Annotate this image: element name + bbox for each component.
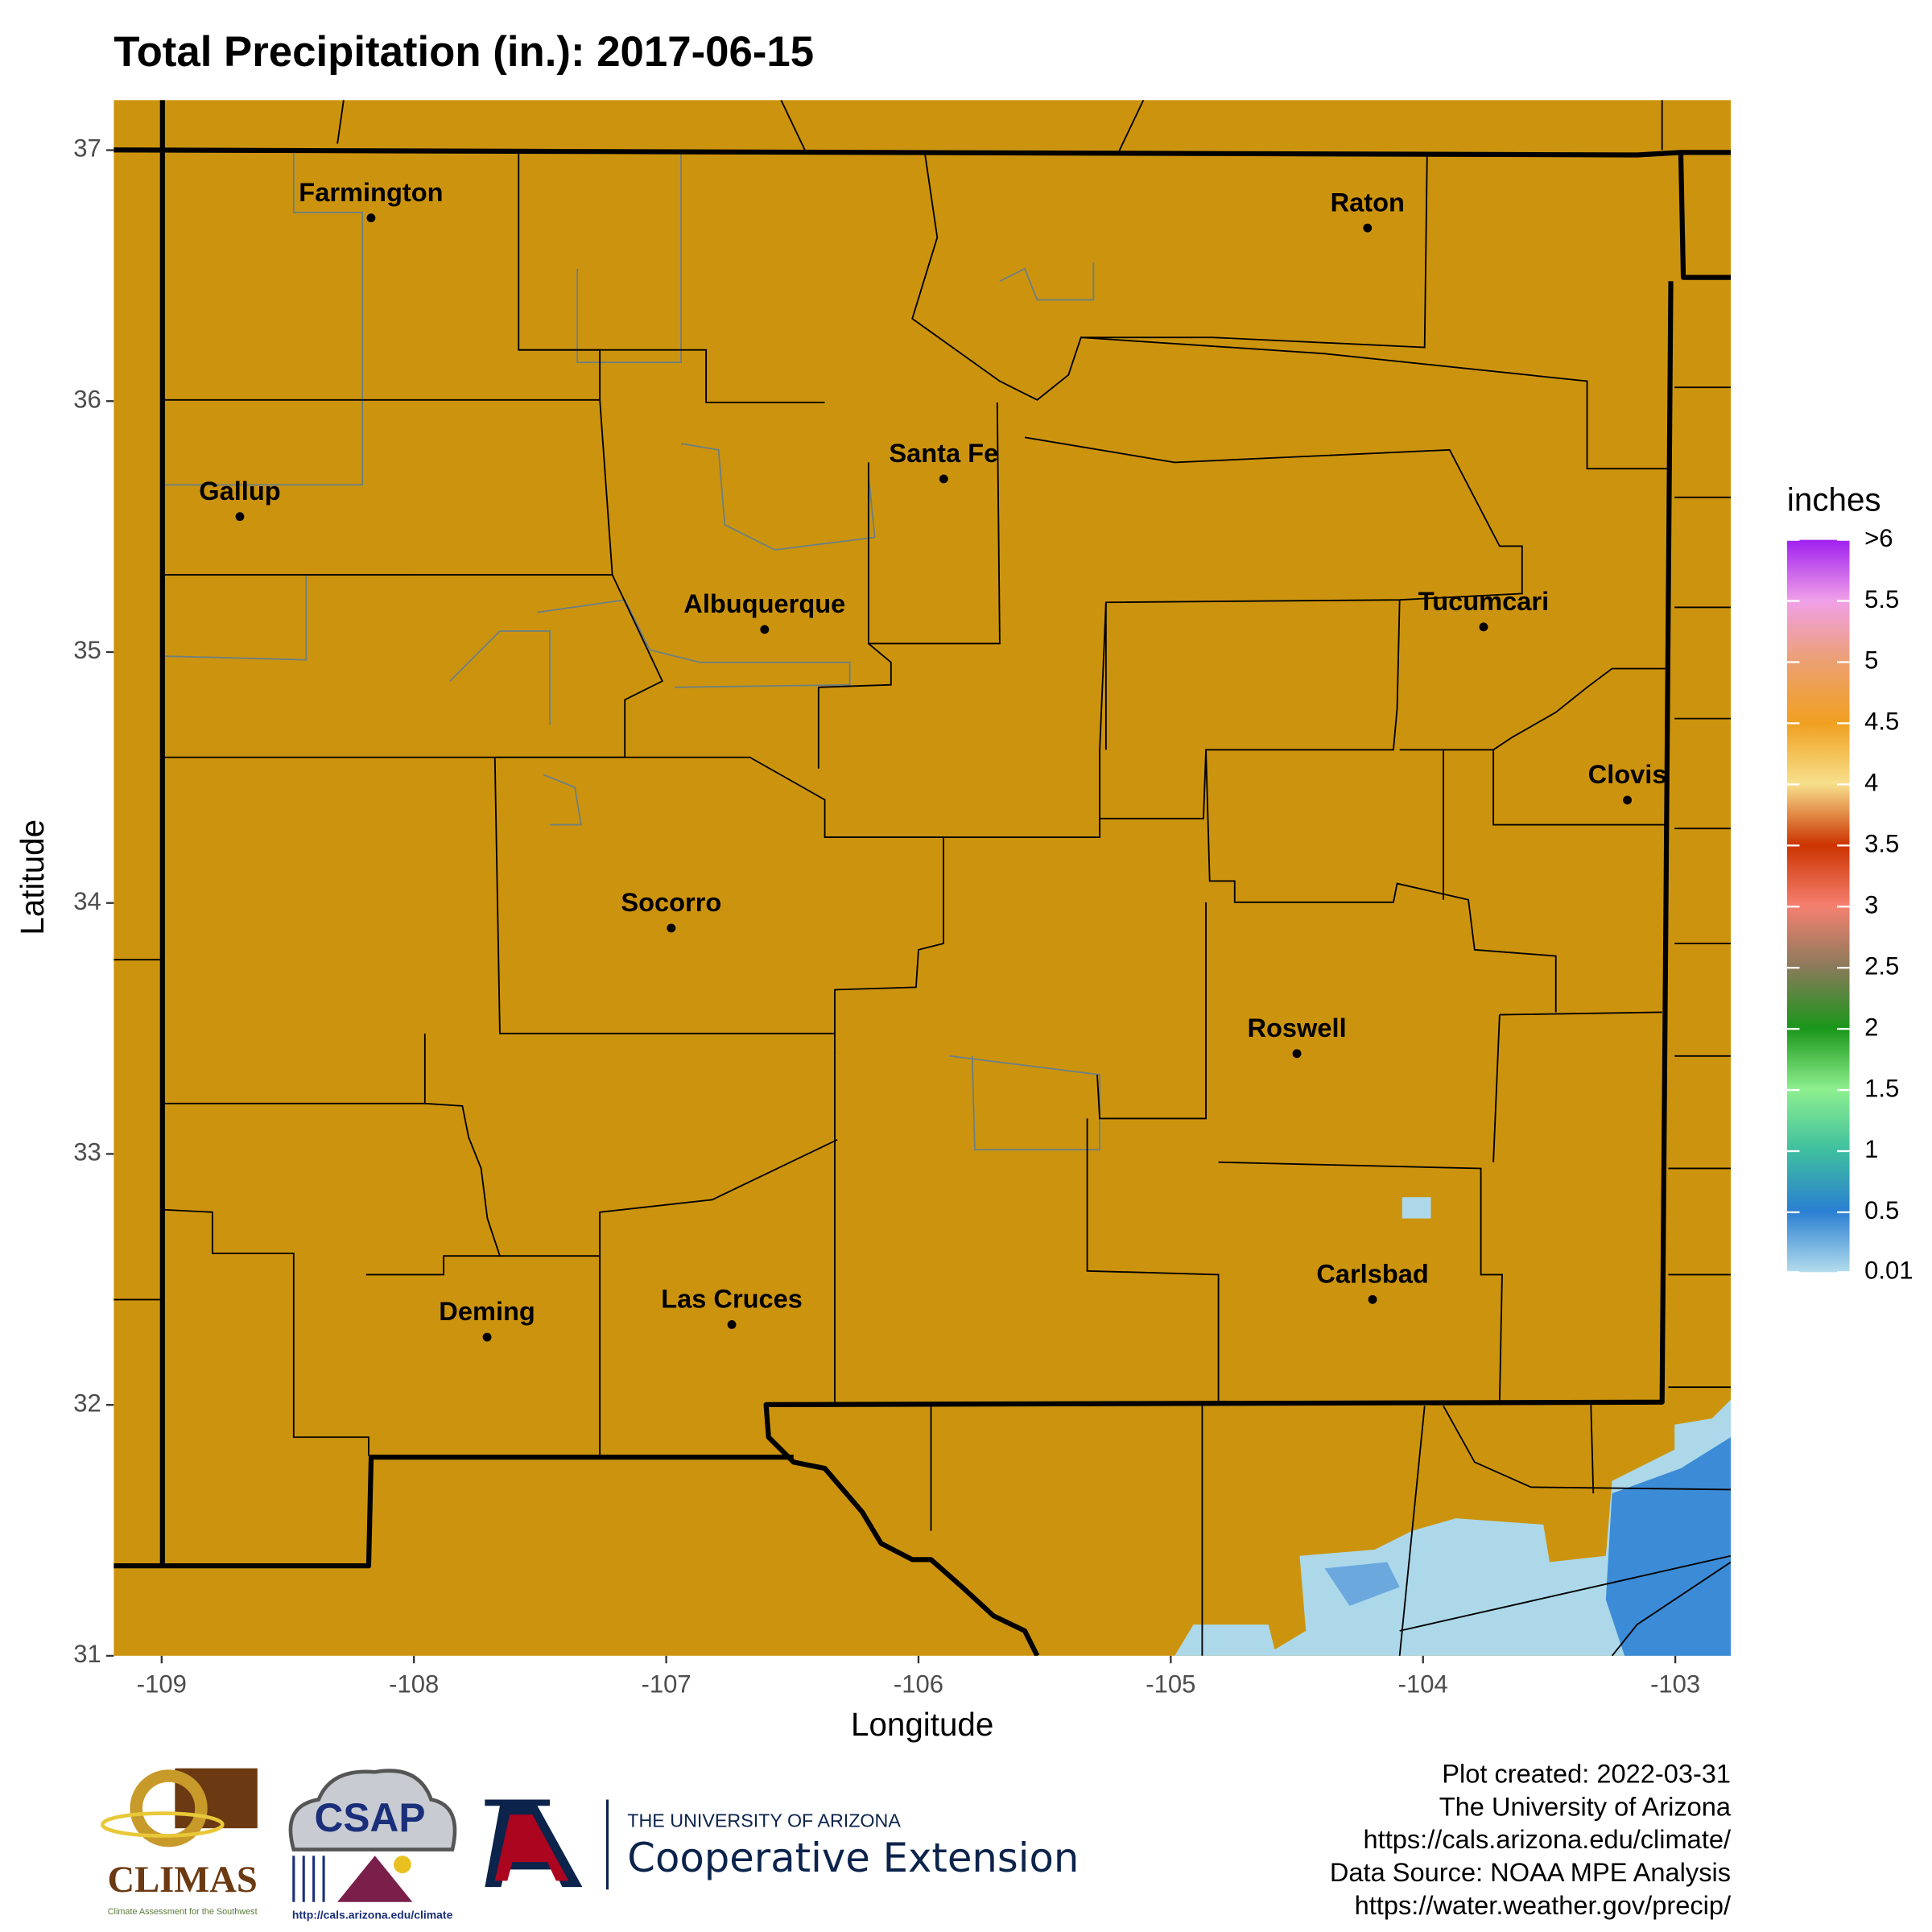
legend-label: 5	[1864, 646, 1878, 675]
y-tick-label: 37	[73, 134, 101, 163]
city-marker	[1623, 795, 1633, 805]
legend-label: 4.5	[1864, 708, 1899, 736]
cities: Farmington Raton Gallup Santa Fe Albuquerque…	[199, 177, 1666, 1342]
city-label: Deming	[439, 1296, 535, 1326]
legend-label: 3.5	[1864, 830, 1899, 858]
ua-name: THE UNIVERSITY OF ARIZONA	[627, 1810, 901, 1831]
legend-label: 1	[1864, 1135, 1878, 1163]
map: Farmington Raton Gallup Santa Fe Albuquerque…	[114, 100, 1732, 1656]
y-tick-label: 36	[73, 385, 101, 413]
city-label: Tucumcari	[1418, 586, 1549, 616]
city-marker	[1363, 223, 1373, 233]
state-borders	[114, 100, 1732, 1656]
x-tick-label: -106	[894, 1670, 943, 1698]
legend: 0.01 0.5 1 1.5 2 2.5 3 3.5 4 4.5 5 5.5 >6	[1786, 524, 1913, 1285]
y-axis-title: Latitude	[14, 819, 51, 935]
credit-line: The University of Arizona	[1439, 1791, 1732, 1821]
city-marker	[1368, 1294, 1377, 1304]
credit-line: Data Source: NOAA MPE Analysis	[1330, 1857, 1731, 1887]
y-tick-label: 32	[73, 1389, 101, 1417]
logos: CLIMAS Climate Assessment for the Southw…	[100, 1768, 1079, 1922]
title: Total Precipitation (in.): 2017-06-15	[114, 28, 814, 76]
city-marker	[939, 474, 948, 484]
legend-label: 0.01	[1864, 1257, 1913, 1285]
city-label: Gallup	[199, 476, 280, 506]
x-tick-label: -108	[389, 1670, 439, 1698]
city-marker	[760, 625, 770, 634]
city-label: Raton	[1331, 187, 1405, 217]
city-label: Carlsbad	[1316, 1258, 1428, 1288]
city-label: Santa Fe	[889, 438, 998, 468]
x-tick-label: -107	[642, 1670, 691, 1698]
csap-url: http://cals.arizona.edu/climate	[292, 1909, 453, 1922]
extension-name: Cooperative Extension	[627, 1835, 1079, 1881]
precip-patches	[1174, 1197, 1732, 1656]
credit-line: https://water.weather.gov/precip/	[1355, 1890, 1732, 1920]
climas-subtitle: Climate Assessment for the Southwest	[108, 1907, 258, 1917]
csap-name: CSAP	[315, 1795, 426, 1840]
map-background	[114, 100, 1732, 1656]
legend-label: 1.5	[1864, 1074, 1899, 1102]
legend-label: >6	[1864, 524, 1893, 552]
x-tick-label: -103	[1650, 1670, 1700, 1698]
x-axis-title: Longitude	[851, 1706, 993, 1743]
climas-logo: CLIMAS Climate Assessment for the Southw…	[100, 1768, 258, 1917]
legend-label: 5.5	[1864, 585, 1899, 613]
city-marker	[1292, 1049, 1302, 1059]
city-marker	[366, 213, 376, 223]
y-tick-label: 33	[73, 1138, 101, 1166]
legend-title: inches	[1787, 481, 1881, 518]
credit-line: Plot created: 2022-03-31	[1442, 1759, 1731, 1789]
city-marker	[667, 923, 676, 933]
city-marker	[482, 1332, 492, 1342]
legend-label: 2	[1864, 1013, 1878, 1041]
city-marker	[1479, 622, 1488, 632]
csap-logo: CSAP http://cals.arizona.edu/climate	[288, 1769, 457, 1922]
county-lines	[114, 100, 1732, 1656]
y-tick-label: 34	[73, 887, 101, 915]
city-label: Roswell	[1247, 1013, 1346, 1042]
legend-label: 0.5	[1864, 1196, 1899, 1224]
city-label: Socorro	[621, 887, 721, 917]
city-label: Clovis	[1588, 759, 1667, 789]
x-tick-label: -105	[1146, 1670, 1195, 1698]
credit-line: https://cals.arizona.edu/climate/	[1364, 1824, 1732, 1854]
ua-logo: THE UNIVERSITY OF ARIZONA Cooperative Ex…	[485, 1799, 1079, 1890]
city-label: Albuquerque	[683, 588, 845, 618]
city-label: Las Cruces	[661, 1284, 803, 1314]
y-tick-label: 31	[73, 1640, 101, 1668]
climas-name: CLIMAS	[108, 1860, 258, 1901]
legend-label: 2.5	[1864, 952, 1899, 980]
x-tick-label: -109	[137, 1670, 187, 1698]
axes: -109 -108 -107 -106 -105 -104 -103 31 32 33 34 35 36…	[73, 134, 1700, 1699]
city-label: Farmington	[299, 177, 443, 207]
legend-label: 4	[1864, 769, 1878, 797]
legend-label: 3	[1864, 890, 1878, 919]
x-tick-label: -104	[1398, 1670, 1448, 1698]
y-tick-label: 35	[73, 636, 101, 664]
city-marker	[727, 1320, 737, 1329]
city-marker	[235, 512, 245, 522]
